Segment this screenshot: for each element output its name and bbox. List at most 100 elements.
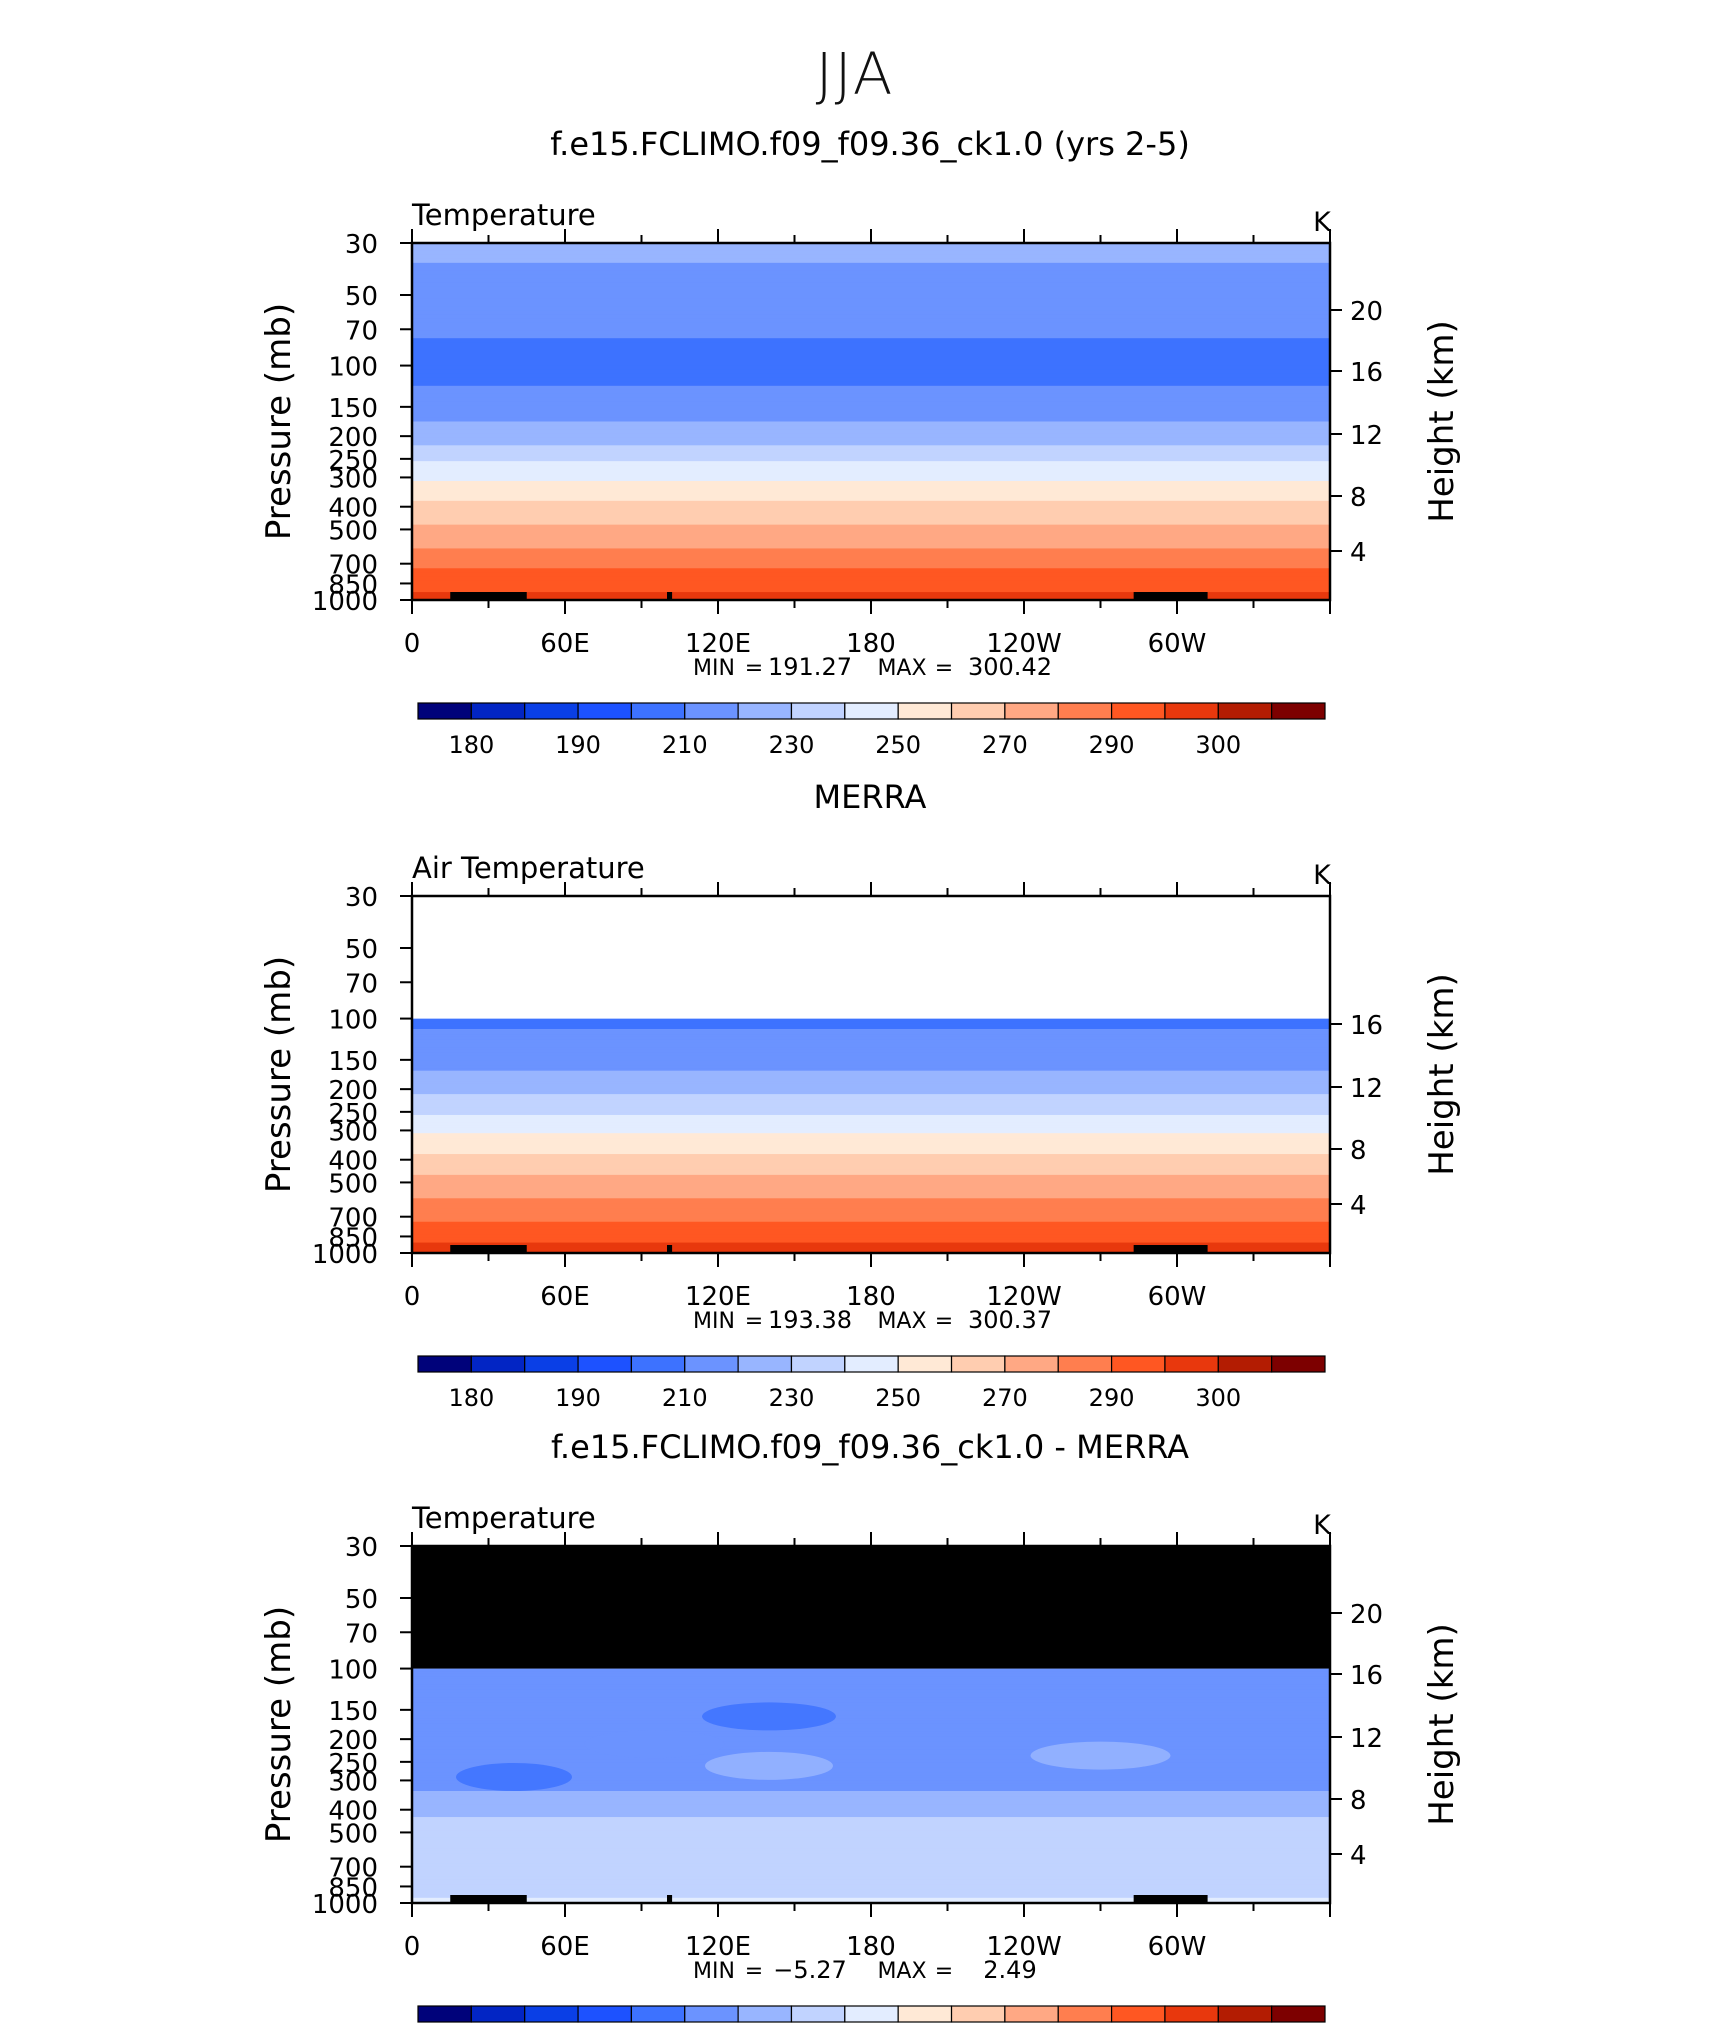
- field-band: [412, 1738, 1330, 1743]
- topography-mask: [450, 1895, 527, 1903]
- x-tick-label: 180: [846, 629, 896, 659]
- anomaly-contour: [584, 1730, 725, 1759]
- x-tick-label: 180: [846, 1282, 896, 1312]
- colorbar-box: [1271, 2005, 1326, 2023]
- stat-max-label: MAX: [877, 1959, 926, 1984]
- y-axis-label: Pressure (mb): [259, 956, 299, 1193]
- field-band: [412, 1219, 1330, 1223]
- field-band: [412, 270, 1330, 276]
- colorbar-label: 180: [448, 731, 494, 759]
- y-right-tick-label: 4: [1350, 1841, 1367, 1871]
- colorbar-box: [1004, 2005, 1059, 2023]
- field-band: [412, 528, 1330, 534]
- field-band: [412, 381, 1330, 387]
- field-band: [412, 1239, 1330, 1244]
- y-tick-label: 200: [328, 1076, 378, 1106]
- field-band: [412, 1164, 1330, 1168]
- field-band: [412, 1174, 1330, 1179]
- colorbar-box: [684, 1355, 739, 1373]
- field-band: [412, 1788, 1330, 1792]
- field-band: [412, 365, 1330, 371]
- field-band: [412, 1887, 1330, 1891]
- field-band: [412, 584, 1330, 589]
- field-band: [412, 1117, 1330, 1121]
- field-band: [412, 532, 1330, 538]
- colorbar-label: −9: [454, 2034, 489, 2038]
- field-band: [412, 1863, 1330, 1868]
- y-right-tick-label: 16: [1350, 358, 1383, 388]
- y-tick-label: 500: [328, 1819, 378, 1849]
- field-band: [412, 449, 1330, 455]
- y-tick-label: 150: [328, 1047, 378, 1077]
- field-band: [412, 318, 1330, 324]
- stat-min-value: 193.38: [768, 1306, 852, 1334]
- field-band: [412, 1772, 1330, 1777]
- field-band: [412, 377, 1330, 383]
- field-band: [412, 1073, 1330, 1077]
- field-band: [412, 1216, 1330, 1220]
- field-band: [412, 346, 1330, 351]
- field-band: [412, 1697, 1330, 1701]
- field-band: [412, 1684, 1330, 1688]
- y-tick-label: 200: [328, 1726, 378, 1756]
- y-right-tick-label: 12: [1350, 421, 1383, 451]
- colorbar-label: 9: [1211, 2034, 1226, 2038]
- field-band: [412, 246, 1330, 252]
- field-band: [412, 1096, 1330, 1101]
- y-tick-label: 300: [328, 1767, 378, 1797]
- colorbar-box: [470, 2005, 526, 2023]
- field-band: [412, 1091, 1330, 1095]
- y-tick-label: 100: [328, 1006, 378, 1036]
- field-band: [412, 1062, 1330, 1067]
- field-band: [412, 484, 1330, 490]
- field-band: [412, 492, 1330, 498]
- colorbar-box: [577, 2005, 633, 2023]
- field-band: [412, 1101, 1330, 1106]
- y-tick-label: 700: [328, 1204, 378, 1234]
- y-axis-label: Pressure (mb): [259, 1606, 299, 1843]
- masked-region: [412, 896, 1330, 1019]
- field-band: [412, 250, 1330, 256]
- field-band: [412, 1725, 1330, 1730]
- field-band: [412, 1723, 1330, 1727]
- stat-min-value: −5.27: [773, 1956, 847, 1984]
- field-band: [412, 1832, 1330, 1837]
- field-band: [412, 1822, 1330, 1826]
- colorbar-box: [950, 1355, 1006, 1373]
- y-right-tick-label: 8: [1350, 483, 1367, 513]
- field-band: [412, 258, 1330, 264]
- colorbar-box: [1004, 1355, 1059, 1373]
- y-tick-label: 300: [328, 1117, 378, 1147]
- field-band: [412, 1853, 1330, 1857]
- field-band: [412, 1801, 1330, 1805]
- x-tick-label: 120E: [685, 1282, 751, 1312]
- colorbar-box: [470, 1355, 526, 1373]
- field-band: [412, 1720, 1330, 1725]
- colorbar-box: [1217, 702, 1273, 720]
- y-tick-label: 400: [328, 1797, 378, 1827]
- field-band: [412, 1193, 1330, 1197]
- field-band: [412, 1804, 1330, 1808]
- topography-mask: [450, 592, 527, 600]
- stat-equals: =: [745, 1959, 763, 1984]
- field-band: [412, 1052, 1330, 1056]
- stat-equals: =: [935, 1959, 953, 1984]
- field-band: [412, 1047, 1330, 1051]
- field-band: [412, 560, 1330, 566]
- stat-min-label: MIN: [693, 1309, 735, 1334]
- field-band: [412, 1159, 1330, 1163]
- field-band: [412, 1699, 1330, 1704]
- x-tick-label: 60E: [540, 1282, 590, 1312]
- colorbar-box: [897, 2005, 953, 2023]
- field-band: [412, 1086, 1330, 1090]
- stat-max-value: 2.49: [983, 1956, 1036, 1984]
- colorbar-box: [1164, 1355, 1219, 1373]
- y-tick-label: 500: [328, 1169, 378, 1199]
- field-band: [412, 572, 1330, 577]
- field-band: [412, 576, 1330, 581]
- y-tick-label: 300: [328, 464, 378, 494]
- field-band: [412, 1731, 1330, 1735]
- y-right-tick-label: 16: [1350, 1661, 1383, 1691]
- colorbar-box: [897, 702, 953, 720]
- field-band: [412, 1668, 1330, 1672]
